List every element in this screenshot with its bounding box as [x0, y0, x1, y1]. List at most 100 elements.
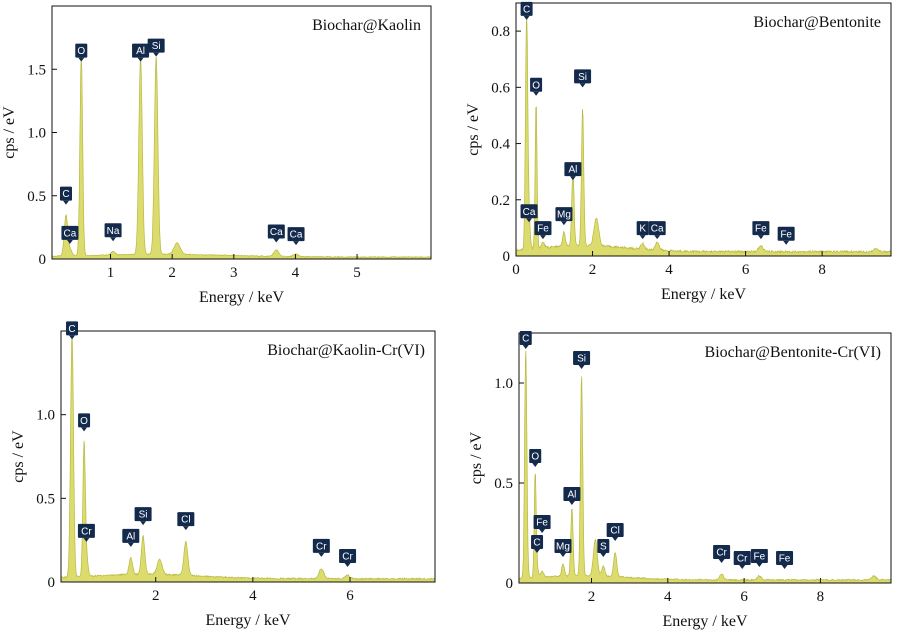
- y-axis-label: cps / eV: [468, 431, 485, 484]
- peak-label-fe: Fe: [777, 226, 795, 245]
- plot-frame: [51, 5, 432, 260]
- peak-label-text: Si: [139, 510, 148, 521]
- peak-label-text: O: [531, 452, 539, 463]
- peak-label-al: Al: [122, 528, 140, 547]
- peak-label-text: Ca: [523, 207, 536, 218]
- peak-label-box: [752, 221, 770, 236]
- peak-label-pointer: [137, 57, 144, 62]
- peak-label-pointer: [578, 365, 585, 369]
- peak-label-box: [554, 539, 572, 553]
- peak-label-box: [529, 449, 542, 463]
- peak-label-fe: Fe: [534, 221, 552, 240]
- peak-label-cr: Cr: [77, 523, 95, 542]
- peak-label-text: Al: [568, 165, 577, 176]
- x-tick-label: 3: [230, 265, 238, 281]
- peak-label-text: Fe: [754, 552, 766, 563]
- peak-label-text: Ca: [651, 224, 664, 235]
- peak-label-text: Cr: [81, 526, 92, 537]
- peak-label-text: Fe: [536, 518, 548, 529]
- peak-label-box: [606, 523, 624, 537]
- x-tick-label: 4: [249, 588, 257, 604]
- peak-label-pointer: [127, 542, 134, 547]
- y-tick-label: 0: [506, 576, 514, 592]
- x-axis-label: Energy / keV: [205, 612, 290, 629]
- peak-label-pointer: [140, 521, 147, 526]
- peak-label-text: Ca: [64, 228, 77, 239]
- peak-label-box: [122, 528, 140, 543]
- peak-label-si: Si: [147, 38, 165, 57]
- peak-label-pointer: [526, 218, 533, 223]
- peak-label-box: [777, 226, 795, 241]
- panel-title: Biochar@Kaolin-Cr(VI): [267, 342, 425, 359]
- peak-label-text: C: [68, 324, 75, 335]
- y-tick-label: 1.0: [36, 408, 55, 424]
- peak-label-pointer: [559, 553, 566, 557]
- peak-label-box: [78, 413, 91, 428]
- peak-label-text: C: [533, 538, 540, 549]
- y-tick-label: 0: [48, 575, 56, 591]
- peak-label-pointer: [522, 345, 529, 349]
- peak-label-text: C: [523, 4, 530, 15]
- peak-label-box: [61, 225, 79, 240]
- x-tick-label: 0: [512, 262, 520, 278]
- peak-label-c: C: [519, 331, 532, 349]
- peak-label-pointer: [78, 57, 85, 62]
- peak-label-pointer: [293, 241, 300, 246]
- peak-label-ca: Ca: [648, 221, 666, 240]
- panel-title: Biochar@Bentonite: [753, 14, 881, 31]
- peak-label-text: Si: [578, 72, 587, 83]
- y-tick-label: 1.0: [27, 126, 46, 142]
- y-axis-label: cps / eV: [1, 106, 18, 159]
- x-tick-label: 5: [353, 265, 361, 281]
- peak-label-si: Si: [573, 351, 591, 369]
- peak-label-box: [533, 515, 551, 529]
- peak-label-cr: Cr: [339, 548, 357, 567]
- peak-label-pointer: [781, 565, 788, 569]
- panel-4: 2 4 6 8 0 0.5 1.0 Energy / keV cps / eV Biochar@B…: [468, 331, 892, 630]
- peak-label-pointer: [569, 176, 576, 181]
- peak-label-text: S: [600, 542, 607, 553]
- peak-label-box: [648, 221, 666, 236]
- x-tick-label: 2: [168, 265, 176, 281]
- peak-label-pointer: [83, 537, 90, 542]
- x-axis-label: Energy / keV: [661, 286, 746, 303]
- x-tick-label: 2: [152, 588, 160, 604]
- panel-title: Biochar@Bentonite-Cr(VI): [705, 344, 881, 361]
- peak-label-box: [574, 69, 592, 84]
- peak-label-text: K: [639, 224, 646, 235]
- peak-label-fe: Fe: [750, 549, 768, 567]
- x-tick-label: 6: [346, 588, 354, 604]
- peak-label-fe: Fe: [776, 551, 794, 569]
- y-tick-label: 0.4: [491, 137, 510, 153]
- peak-label-box: [530, 77, 543, 92]
- peak-label-k: K: [636, 221, 649, 240]
- peak-label-box: [636, 221, 649, 236]
- peak-label-text: Fe: [537, 224, 549, 235]
- peak-label-s: S: [597, 539, 610, 557]
- peak-label-box: [59, 186, 72, 201]
- peak-label-text: Cr: [716, 548, 727, 559]
- spectrum-area: [61, 336, 435, 582]
- peak-label-pointer: [757, 235, 764, 240]
- peak-label-box: [555, 207, 573, 222]
- x-tick-label: 8: [817, 589, 825, 605]
- peak-label-pointer: [718, 559, 725, 563]
- peak-label-al: Al: [564, 162, 582, 181]
- peak-label-c: C: [531, 535, 544, 553]
- peak-label-text: Cl: [610, 526, 619, 537]
- peak-label-box: [750, 549, 768, 563]
- peak-label-box: [147, 38, 165, 53]
- y-tick-label: 0.5: [36, 491, 55, 507]
- peak-label-c: C: [66, 321, 79, 340]
- peak-label-pointer: [739, 565, 746, 569]
- peak-label-text: Mg: [557, 210, 571, 221]
- peak-label-fe: Fe: [752, 221, 770, 240]
- peak-label-box: [531, 535, 544, 549]
- peak-label-box: [339, 548, 357, 563]
- peak-label-box: [520, 204, 538, 219]
- peak-label-cr: Cr: [312, 538, 330, 557]
- peak-label-text: Fe: [779, 554, 791, 565]
- peak-label-c: C: [520, 1, 533, 20]
- peak-label-box: [564, 162, 582, 177]
- peak-label-pointer: [783, 240, 790, 245]
